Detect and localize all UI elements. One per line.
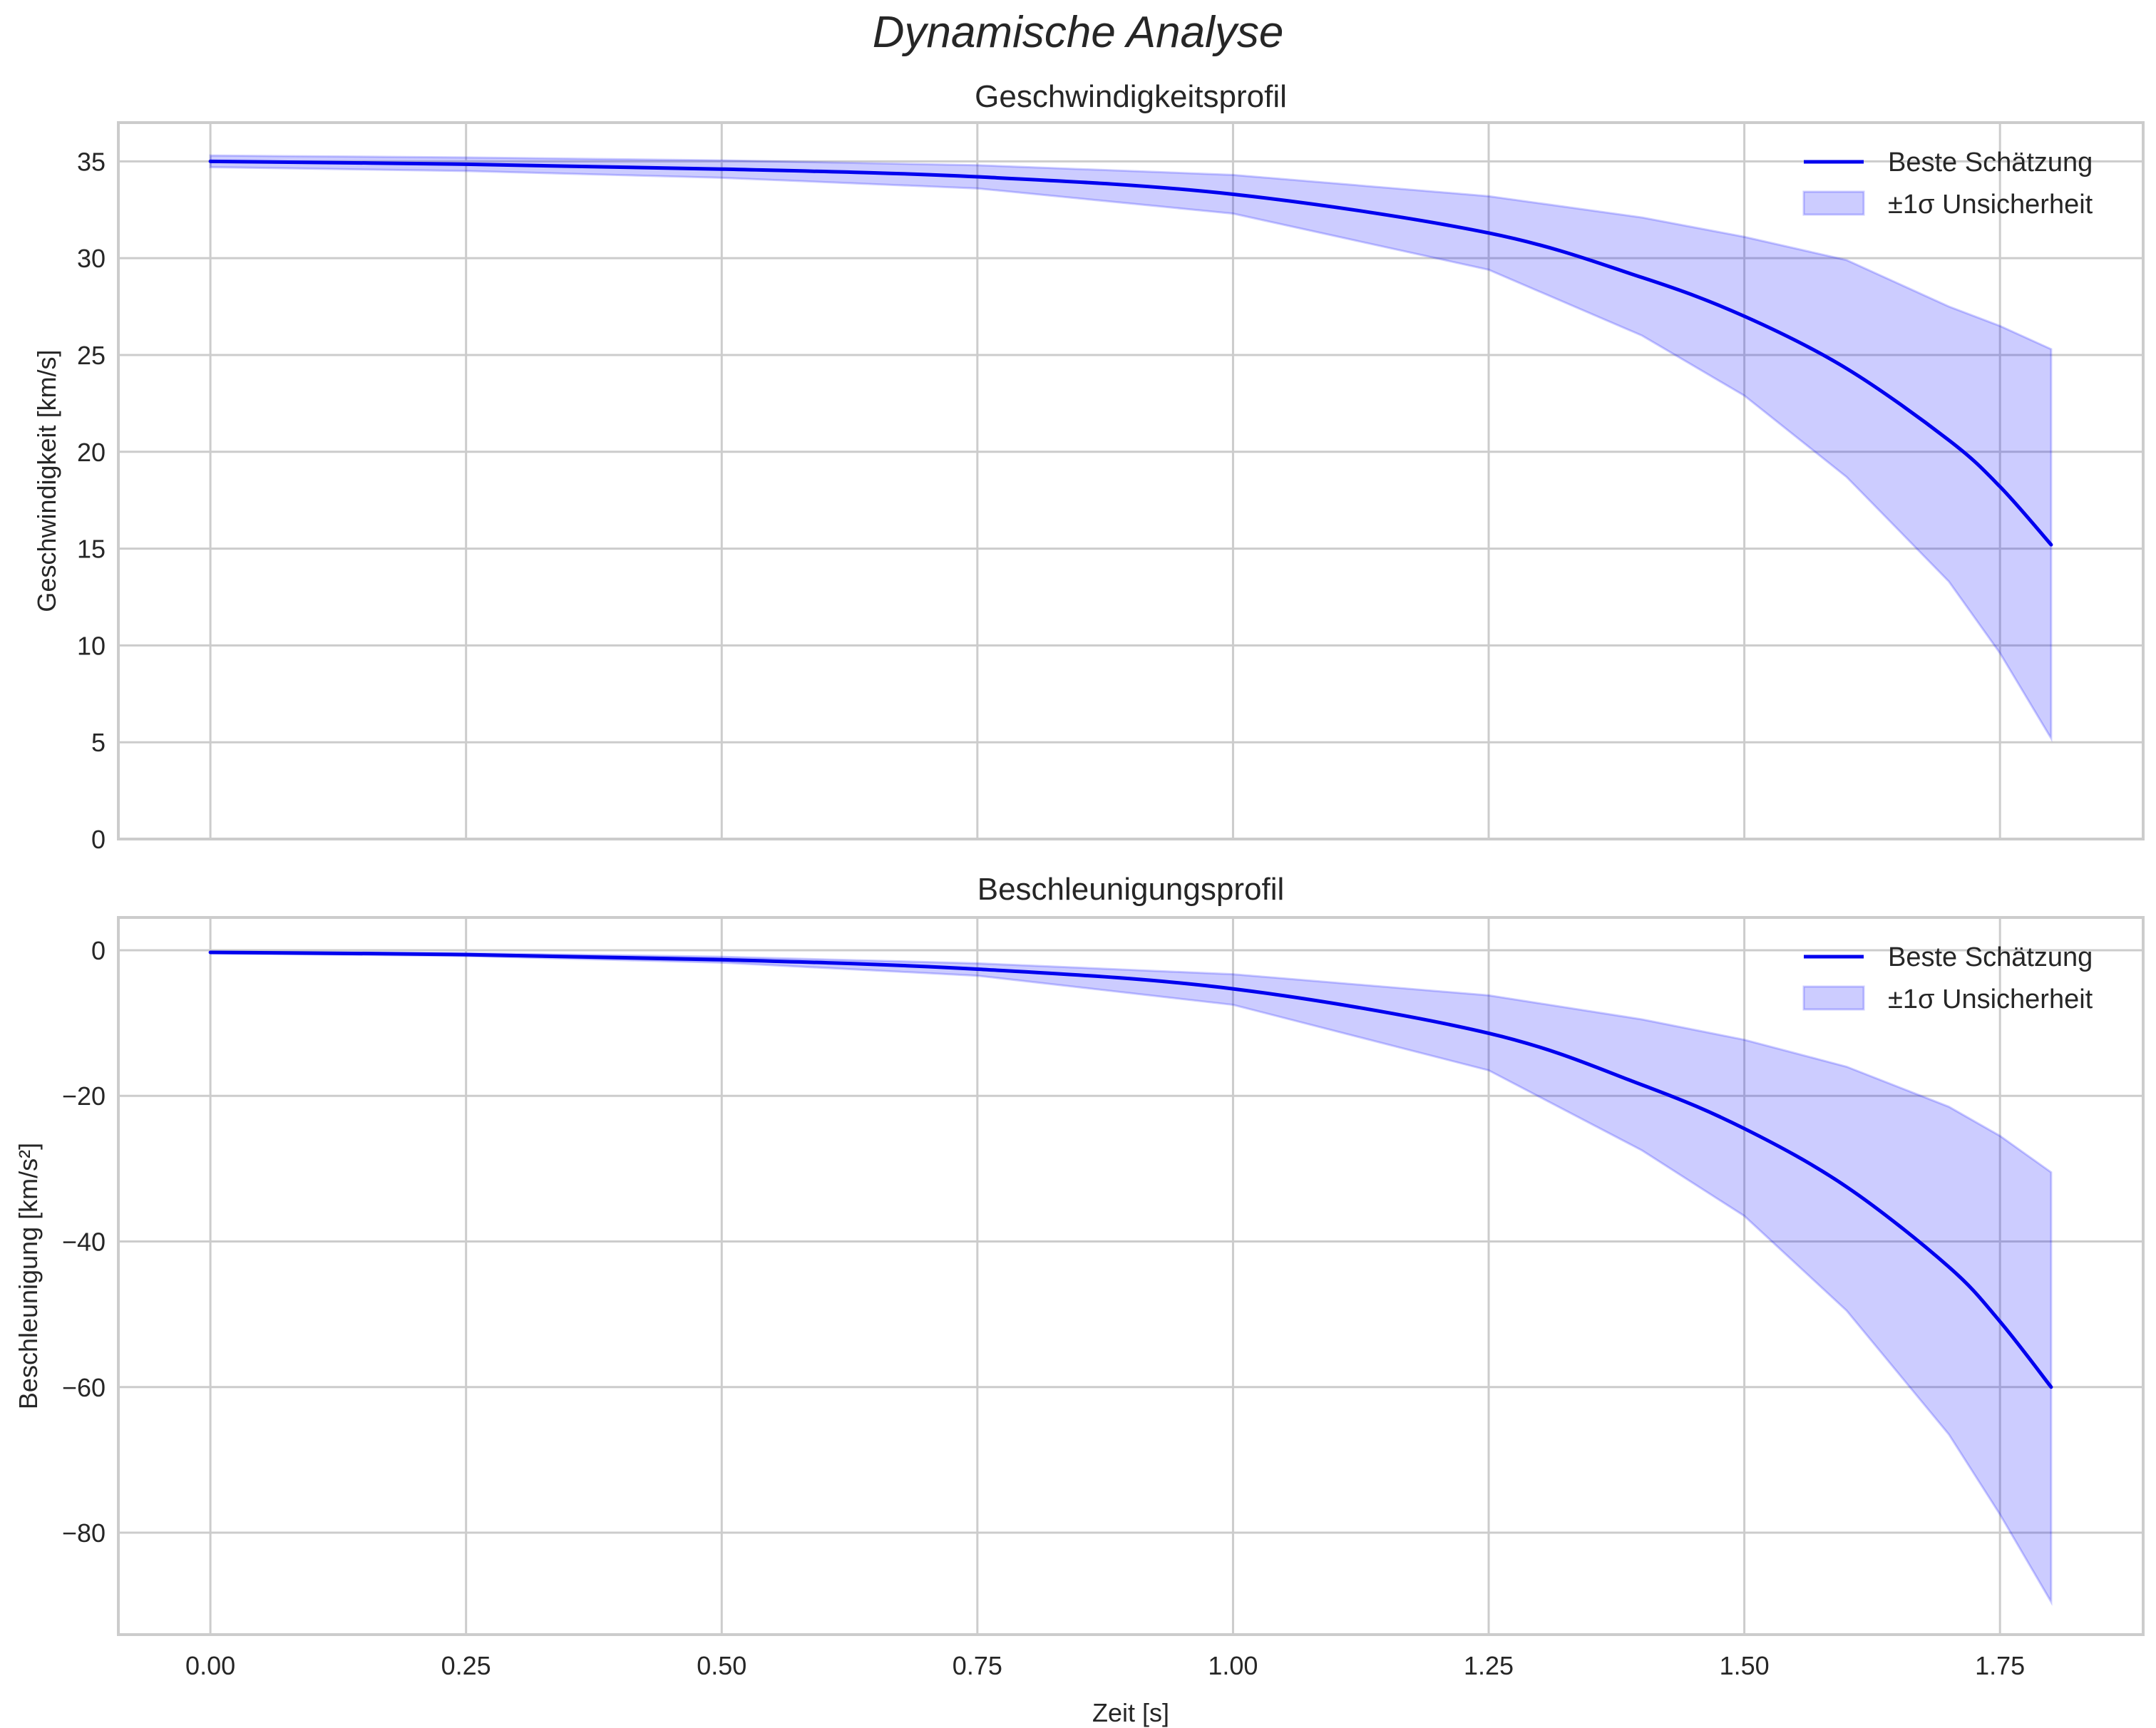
x-tick-label: 1.50 <box>1720 1651 1770 1680</box>
x-tick-label: 1.00 <box>1208 1651 1258 1680</box>
best-estimate-line <box>208 950 2053 1389</box>
y-tick-label: 0 <box>91 825 106 854</box>
axes-frame <box>117 916 2145 1636</box>
legend-label-estimate: Beste Schätzung <box>1888 942 2093 972</box>
x-tick-label: 0.00 <box>185 1651 235 1680</box>
y-tick-label: 35 <box>77 147 106 176</box>
uncertainty-band <box>209 154 2053 743</box>
legend-label-estimate: Beste Schätzung <box>1888 148 2093 178</box>
y-tick-label: 20 <box>77 438 106 467</box>
legend-band-swatch <box>1802 190 1865 216</box>
y-tick-label: −60 <box>62 1373 106 1402</box>
legend-band-swatch <box>1802 985 1865 1011</box>
legend: Beste Schätzung ±1σ Unsicherheit <box>1802 942 2093 1014</box>
y-axis-label: Geschwindigkeit [km/s] <box>32 349 61 612</box>
y-tick-label: −20 <box>62 1081 106 1111</box>
y-tick-label: 30 <box>77 244 106 273</box>
y-tick-label: 5 <box>91 728 106 757</box>
y-tick-label: 0 <box>91 936 106 965</box>
x-tick-label: 1.25 <box>1464 1651 1514 1680</box>
axes-frame <box>117 121 2145 840</box>
x-tick-label: 0.50 <box>697 1651 746 1680</box>
y-tick-label: −80 <box>62 1518 106 1548</box>
y-tick-label: 25 <box>77 341 106 370</box>
figure-title: Dynamische Analyse <box>872 8 1284 57</box>
x-tick-label: 0.25 <box>441 1651 491 1680</box>
legend-label-uncertainty: ±1σ Unsicherheit <box>1888 190 2093 220</box>
legend-label-uncertainty: ±1σ Unsicherheit <box>1888 984 2093 1014</box>
x-axis-label: Zeit [s] <box>1092 1698 1169 1727</box>
legend: Beste Schätzung ±1σ Unsicherheit <box>1802 148 2093 220</box>
subplot-1: Geschwindigkeitsprofil 0 5 10 15 20 25 30 35 Gesc… <box>32 79 2145 854</box>
subplot-2: Beschleunigungsprofil 0 −20 −40 −60 −80 Beschl… <box>14 872 2145 1727</box>
subplot-title: Beschleunigungsprofil <box>977 872 1285 907</box>
subplot-title: Geschwindigkeitsprofil <box>975 79 1287 114</box>
y-tick-label: 10 <box>77 631 106 660</box>
y-tick-label: 15 <box>77 535 106 564</box>
y-axis-label: Beschleunigung [km/s²] <box>14 1143 43 1409</box>
best-estimate-line <box>208 159 2053 547</box>
x-tick-label: 0.75 <box>953 1651 1002 1680</box>
uncertainty-band <box>209 950 2053 1606</box>
y-tick-label: −40 <box>62 1227 106 1256</box>
x-tick-label: 1.75 <box>1975 1651 2025 1680</box>
